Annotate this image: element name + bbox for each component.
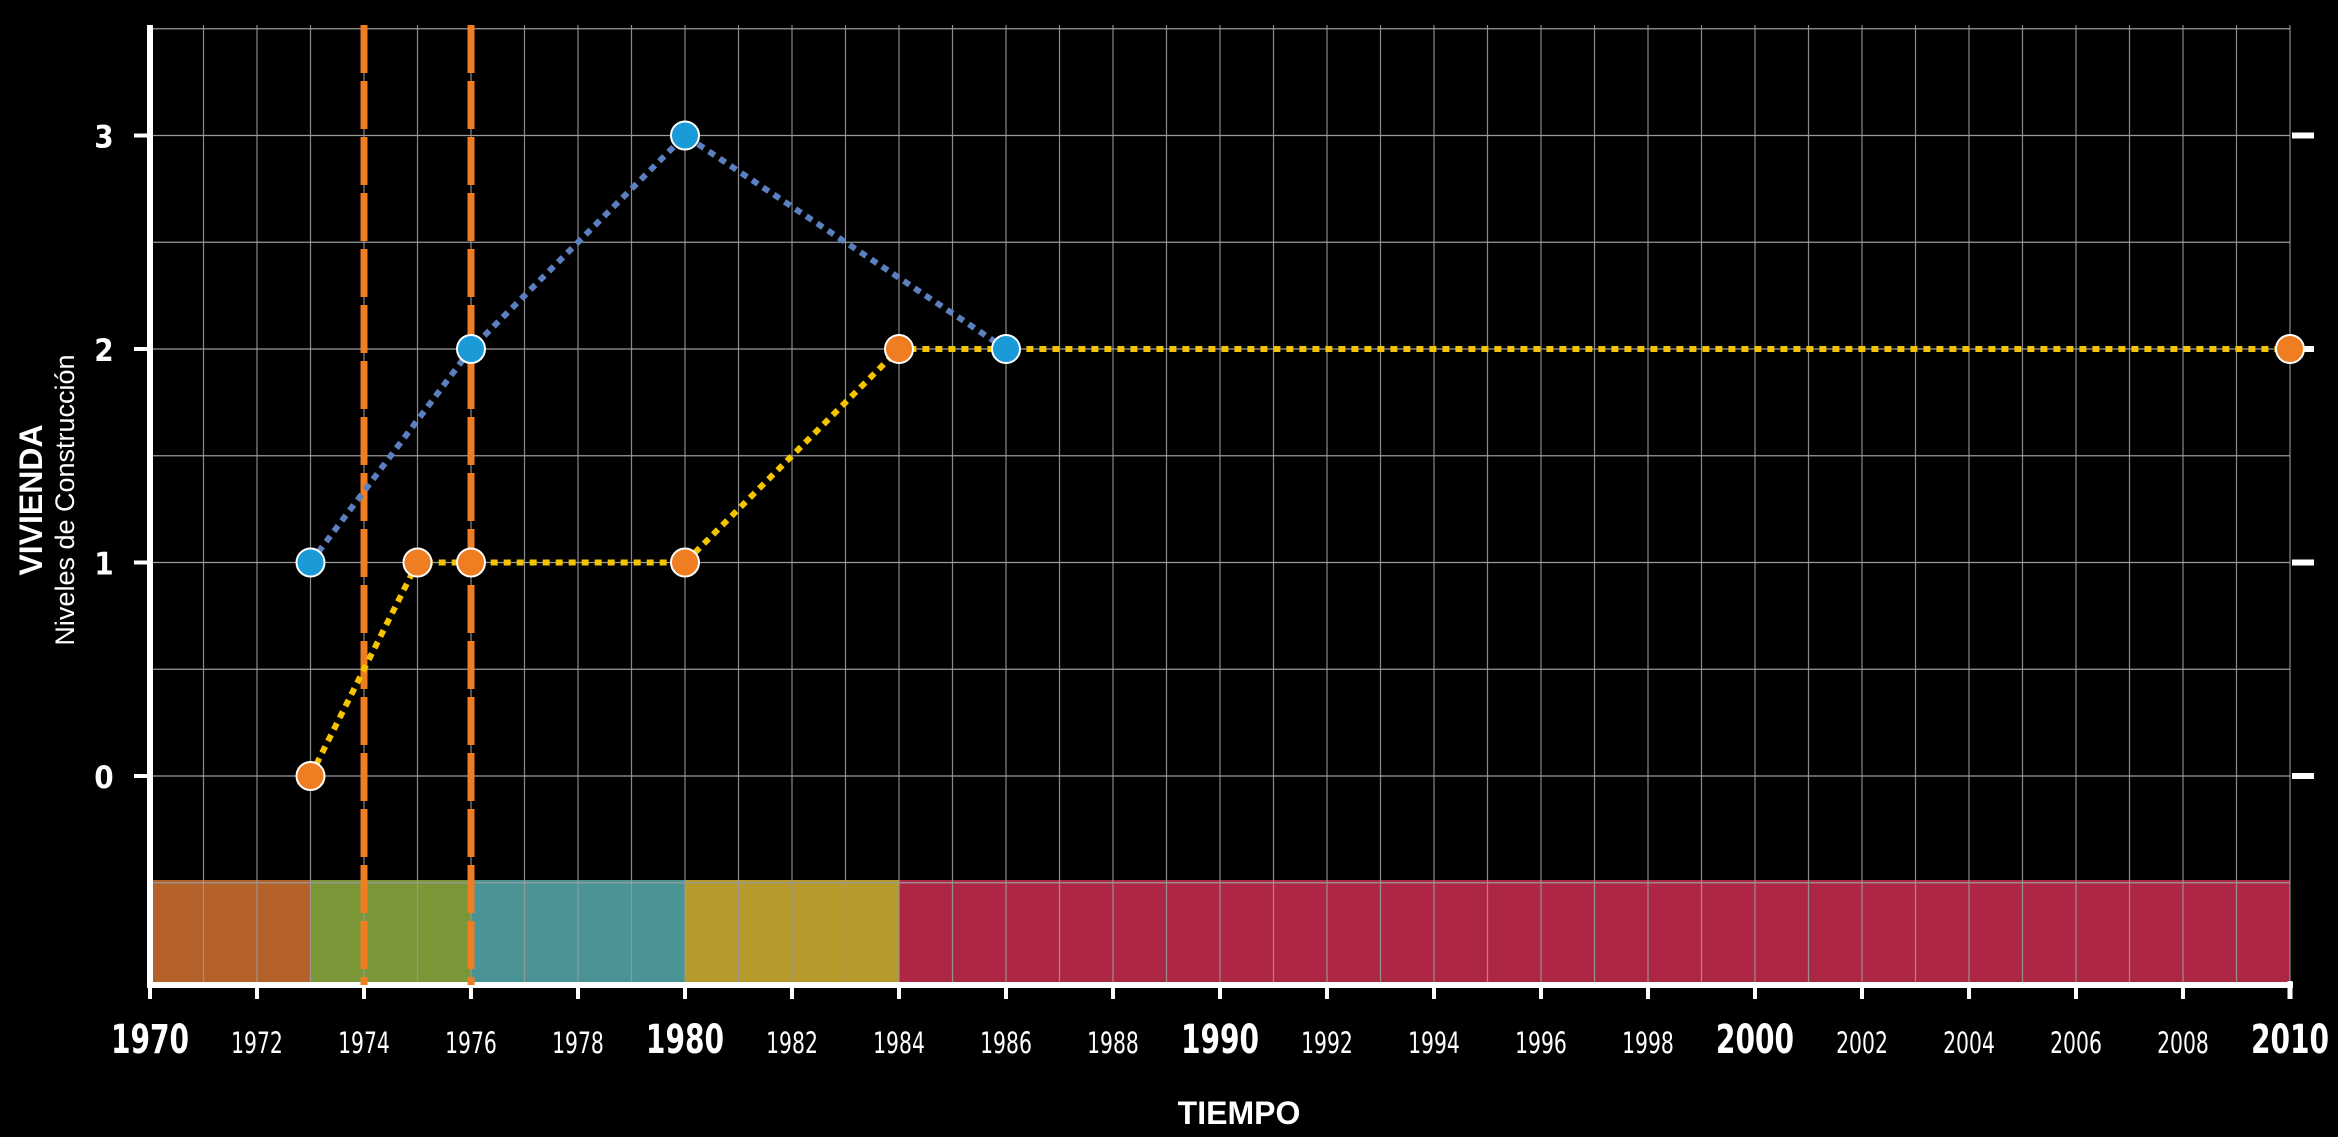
grid-lines <box>150 25 2291 985</box>
x-tick-label-1974: 1974 <box>338 1027 390 1060</box>
x-tick-label-2006: 2006 <box>2050 1027 2102 1060</box>
x-tick-label-1984: 1984 <box>873 1027 925 1060</box>
x-tick-labels: 1970 1972 1974 1976 1978 1980 1982 1984 1986 1988… <box>111 1017 2329 1063</box>
x-axis-label: TIEMPO <box>1178 1095 1301 1131</box>
y-tick-labels: 0 1 2 3 <box>94 120 113 797</box>
series-1-point-1976 <box>456 547 486 578</box>
series-0-point-1973 <box>295 547 326 578</box>
x-tick-label-1982: 1982 <box>766 1027 818 1060</box>
series-1-point-1980 <box>670 547 700 578</box>
x-tick-label-1978: 1978 <box>552 1027 604 1060</box>
x-tick-label-1976: 1976 <box>445 1027 497 1060</box>
x-tick-label-1998: 1998 <box>1622 1027 1674 1060</box>
vertical-markers <box>360 25 475 985</box>
series-1-point-1984 <box>884 334 914 364</box>
x-tick-label-1990: 1990 <box>1181 1017 1259 1063</box>
series-0-point-1980 <box>670 120 700 151</box>
x-tick-label-1994: 1994 <box>1408 1027 1460 1060</box>
series-lines <box>307 131 2290 778</box>
x-tick-label-1988: 1988 <box>1087 1027 1139 1060</box>
x-tick-label-1986: 1986 <box>980 1027 1032 1060</box>
y-tick-label-2: 2 <box>94 333 113 369</box>
x-tick-label-2002: 2002 <box>1836 1027 1888 1060</box>
x-tick-label-2008: 2008 <box>2157 1027 2209 1060</box>
series-1-point-1973 <box>295 761 326 791</box>
x-tick-label-1996: 1996 <box>1515 1027 1567 1060</box>
axes <box>134 25 2314 999</box>
x-tick-label-2000: 2000 <box>1716 1017 1794 1063</box>
y-tick-label-3: 3 <box>94 120 113 156</box>
period-band-0 <box>150 880 311 983</box>
x-tick-label-1970: 1970 <box>111 1017 189 1063</box>
series-1-point-2010 <box>2275 334 2305 364</box>
y-tick-label-1: 1 <box>94 547 113 583</box>
period-band-1 <box>310 880 471 983</box>
y-axis-label: VIVIENDA <box>13 424 49 575</box>
x-tick-label-1980: 1980 <box>646 1017 724 1063</box>
x-tick-label-2004: 2004 <box>1943 1027 1995 1060</box>
x-tick-label-1992: 1992 <box>1301 1027 1353 1060</box>
series-0-point-1986 <box>991 334 1021 364</box>
y-tick-label-0: 0 <box>94 760 113 796</box>
x-tick-label-1972: 1972 <box>231 1027 283 1060</box>
series-line-1 <box>307 346 2290 778</box>
x-tick-label-2010: 2010 <box>2251 1017 2329 1063</box>
series-1-point-1975 <box>402 547 433 578</box>
y-axis-sublabel: Niveles de Construcción <box>50 354 80 645</box>
series-line-0 <box>308 131 1008 565</box>
series-0-point-1976 <box>456 334 486 364</box>
series-points <box>295 120 2305 791</box>
